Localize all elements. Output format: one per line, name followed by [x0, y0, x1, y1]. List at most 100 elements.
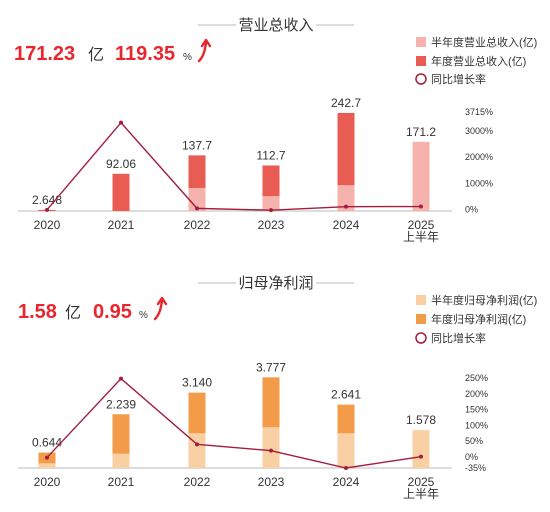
growth-point — [195, 206, 199, 211]
legend-label-annual: 年度营业总收入(亿) — [431, 54, 526, 68]
y-tick-label: 50% — [465, 436, 483, 446]
growth-line-layer — [45, 120, 423, 213]
growth-point — [269, 448, 273, 453]
bar-half — [337, 185, 355, 211]
trend-up-arrow-icon — [153, 296, 168, 321]
value-label: 242.7 — [331, 96, 361, 110]
value-label: 3.140 — [182, 376, 212, 390]
headline-unit-1: 亿 — [65, 304, 81, 322]
bar-half — [38, 463, 56, 468]
bar-half — [337, 433, 355, 468]
growth-point — [344, 466, 348, 470]
x-tick-label: 2024 — [333, 475, 360, 489]
growth-point — [45, 207, 49, 212]
y-tick-label: 200% — [465, 389, 488, 399]
bar-half — [412, 430, 430, 468]
legend-swatch-line — [415, 73, 427, 85]
legend-label-half: 半年度归母净利润(亿) — [431, 293, 537, 307]
bar-annual — [112, 173, 130, 211]
x-tick-label: 2020 — [34, 218, 61, 232]
headline-unit-1: 亿 — [88, 46, 104, 64]
legend-label-line: 同比增长率 — [431, 72, 486, 86]
y-tick-label: 0% — [465, 205, 478, 215]
y-tick-label: 1000% — [465, 178, 493, 188]
growth-point — [419, 454, 423, 459]
value-label: 3.777 — [256, 360, 286, 374]
growth-point — [119, 376, 123, 381]
bar-layer — [38, 377, 430, 468]
headline-value-2: 119.35 — [115, 43, 175, 65]
net-profit-panel: 归母净利润 1.58 亿 0.95 % 半年度归母净利润(亿) 年度归母净利润(… — [18, 275, 537, 501]
headline-value-1: 171.23 — [14, 43, 75, 65]
y-tick-label: 100% — [465, 420, 488, 430]
value-label: 137.7 — [182, 138, 212, 152]
x-tick-label: 2025 — [408, 475, 435, 489]
bar-half — [188, 187, 206, 211]
growth-point — [419, 204, 423, 209]
value-label-layer: 2.648 92.06 137.7 112.7 242.7 171.2 — [32, 96, 436, 207]
headline-value-1: 1.58 — [18, 301, 57, 323]
legend-swatch-half — [416, 295, 426, 305]
headline-unit-2: % — [139, 310, 148, 321]
x-tick-label: 2020 — [34, 475, 61, 489]
legend-swatch-line — [415, 332, 427, 344]
headline-unit-2: % — [183, 52, 192, 63]
chart-title: 营业总收入 — [238, 17, 313, 34]
growth-line-layer — [45, 376, 423, 470]
x-tick-label: 2023 — [258, 218, 285, 232]
value-label: 2.648 — [32, 193, 62, 207]
value-label: 92.06 — [106, 157, 136, 171]
trend-up-arrow-icon — [197, 38, 212, 63]
headline-value-2: 0.95 — [93, 301, 132, 323]
bar-half — [262, 196, 280, 211]
bar-half — [112, 453, 130, 468]
value-label: 2.641 — [331, 388, 361, 402]
bar-half — [412, 141, 430, 211]
legend-swatch-half — [416, 37, 426, 47]
x-tick-label: 2022 — [184, 218, 211, 232]
x-tick-label: 2024 — [333, 218, 360, 232]
y-tick-label: 3715% — [465, 107, 493, 117]
legend-label-line: 同比增长率 — [431, 331, 486, 345]
chart-title: 归母净利润 — [238, 275, 313, 292]
growth-line — [46, 377, 422, 469]
y-tick-label: 0% — [465, 452, 478, 462]
y-tick-label: 250% — [465, 373, 488, 383]
x-tick-label: 上半年 — [403, 230, 439, 244]
growth-point — [119, 120, 123, 125]
legend-label-half: 半年度营业总收入(亿) — [431, 35, 537, 49]
y-right-axis: 3715% 3000% 2000% 1000% 0% — [465, 107, 493, 215]
value-label: 171.2 — [406, 125, 436, 139]
bar-half — [188, 433, 206, 468]
value-label: 2.239 — [106, 397, 136, 411]
legend-swatch-annual — [416, 56, 426, 66]
x-tick-label: 2025 — [408, 218, 435, 232]
value-label: 0.644 — [32, 436, 62, 450]
legend-swatch-annual — [416, 314, 426, 324]
bar-layer — [38, 112, 430, 211]
y-tick-label: -35% — [465, 463, 486, 473]
y-tick-label: 3000% — [465, 126, 493, 136]
bar-half — [262, 427, 280, 468]
value-label: 112.7 — [256, 148, 285, 162]
growth-point — [344, 204, 348, 209]
growth-point — [195, 442, 199, 447]
legend-label-annual: 年度归母净利润(亿) — [431, 312, 526, 326]
x-tick-label: 2021 — [108, 475, 135, 489]
growth-point — [269, 208, 273, 213]
x-tick-label: 2021 — [108, 218, 135, 232]
value-label: 1.578 — [406, 413, 436, 427]
revenue-panel: 营业总收入 171.23 亿 119.35 % 半年度营业总收入(亿) 年度营业… — [14, 17, 537, 244]
y-tick-label: 2000% — [465, 152, 493, 162]
x-tick-label: 2022 — [184, 475, 211, 489]
growth-point — [45, 455, 49, 460]
value-label-layer: 0.644 2.239 3.140 3.777 2.641 1.578 — [32, 360, 436, 449]
y-tick-label: 150% — [465, 405, 488, 415]
x-tick-label: 上半年 — [403, 487, 439, 501]
y-right-axis: 250% 200% 150% 100% 50% 0%-35% — [465, 373, 488, 473]
x-tick-label: 2023 — [258, 475, 285, 489]
growth-line — [46, 121, 422, 211]
